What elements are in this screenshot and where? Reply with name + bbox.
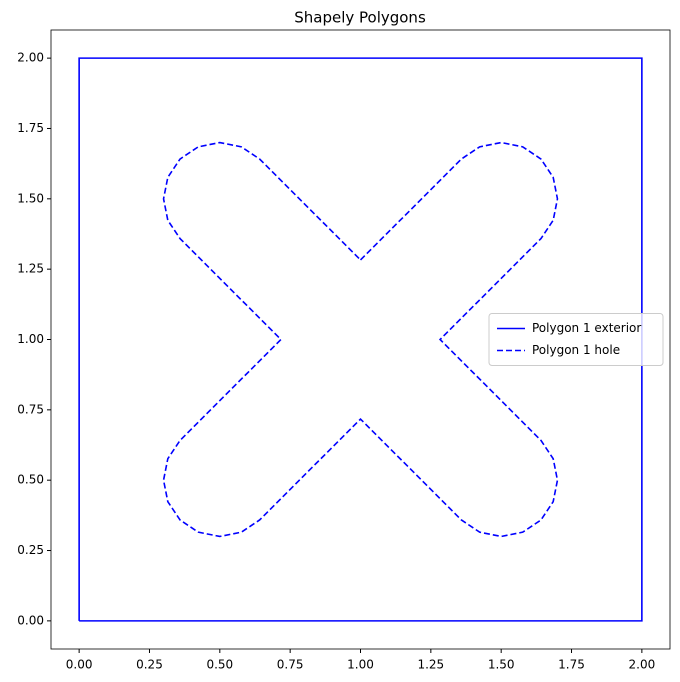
y-tick-label: 1.75 <box>17 121 44 135</box>
x-tick-label: 0.75 <box>277 658 304 672</box>
series-line <box>162 141 559 538</box>
y-tick-label: 0.25 <box>17 543 44 557</box>
x-tick-label: 0.00 <box>66 658 93 672</box>
y-tick-label: 0.75 <box>17 402 44 416</box>
y-tick-label: 1.00 <box>17 332 44 346</box>
series-line <box>78 57 643 622</box>
y-tick-label: 1.25 <box>17 262 44 276</box>
x-tick-label: 1.50 <box>488 658 515 672</box>
x-tick-label: 2.00 <box>629 658 656 672</box>
x-tick-label: 0.50 <box>206 658 233 672</box>
x-tick-label: 1.75 <box>558 658 585 672</box>
y-tick-label: 0.00 <box>17 613 44 627</box>
legend-box <box>488 313 664 366</box>
x-tick-label: 1.25 <box>417 658 444 672</box>
legend-label: Polygon 1 exterior <box>532 321 641 335</box>
chart-title: Shapely Polygons <box>294 9 426 27</box>
y-tick-label: 1.50 <box>17 191 44 205</box>
x-tick-label: 1.00 <box>347 658 374 672</box>
x-tick-label: 0.25 <box>136 658 163 672</box>
y-tick-label: 0.50 <box>17 473 44 487</box>
y-tick-label: 2.00 <box>17 51 44 65</box>
legend-label: Polygon 1 hole <box>532 343 620 357</box>
